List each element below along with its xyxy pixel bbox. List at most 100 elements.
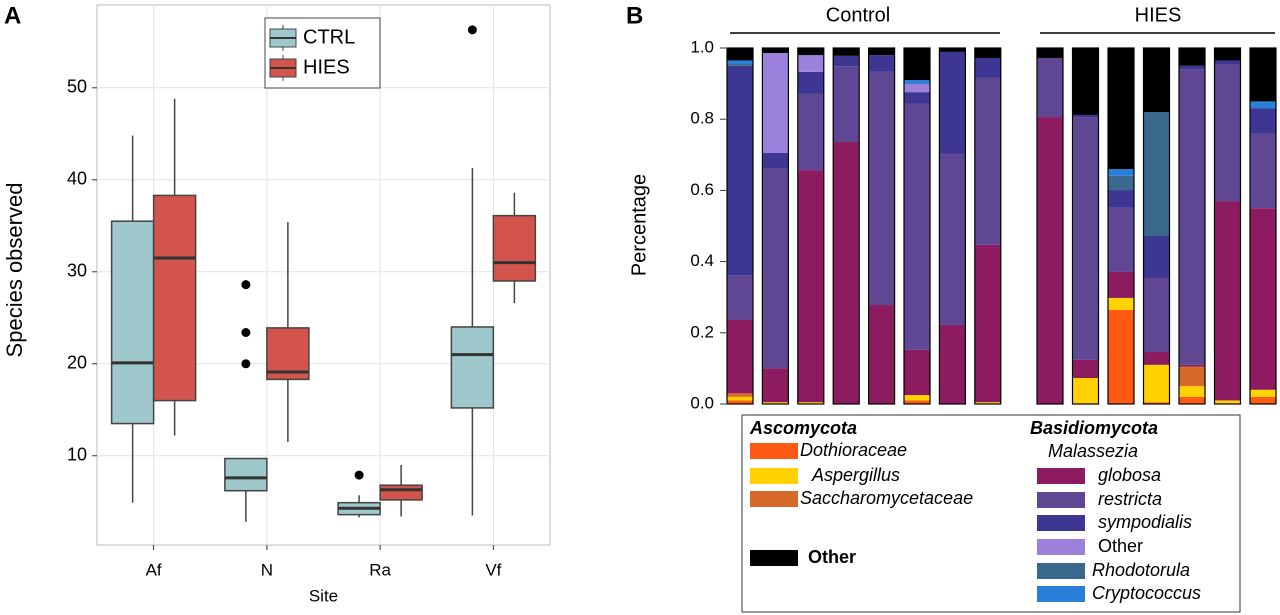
- bar-segment: [762, 402, 789, 404]
- bar-segment: [1108, 310, 1134, 404]
- bar-segment: [1108, 297, 1134, 311]
- bar-segment: [762, 368, 789, 403]
- bar-segment: [1072, 359, 1099, 379]
- bar-segment: [1214, 64, 1241, 202]
- legend-swatch: [750, 468, 798, 484]
- legend-heading: Ascomycota: [749, 418, 857, 438]
- bar-segment: [1214, 201, 1241, 401]
- bar-segment: [797, 48, 824, 56]
- legend-label: restricta: [1098, 489, 1162, 509]
- bar-segment: [1179, 366, 1205, 387]
- bar-segment: [868, 55, 895, 72]
- bar-segment: [833, 66, 860, 142]
- bar-segment: [904, 48, 930, 81]
- legend-label: Dothioraceae: [800, 440, 907, 460]
- bar-segment: [833, 55, 860, 67]
- bar-outline: [797, 47, 825, 405]
- bar-segment: [1179, 65, 1205, 70]
- bar-segment: [1143, 48, 1170, 113]
- bar-segment: [762, 52, 789, 154]
- y-axis-label: Percentage: [628, 174, 650, 276]
- bar-segment: [904, 400, 930, 404]
- bar-segment: [974, 244, 1001, 403]
- bar-segment: [1143, 112, 1170, 236]
- group-label: Control: [826, 4, 890, 26]
- box: [379, 484, 423, 501]
- bar-segment: [1108, 207, 1134, 272]
- legend-label: Cryptococcus: [1092, 583, 1201, 603]
- x-tick-label: N: [261, 560, 273, 579]
- bar-segment: [1179, 386, 1205, 397]
- bar-segment: [797, 170, 824, 403]
- legend-label: Other: [1098, 536, 1143, 556]
- bar-segment: [904, 92, 930, 104]
- box: [492, 214, 537, 282]
- bar-segment: [904, 103, 930, 350]
- bar-segment: [1143, 364, 1170, 403]
- bar-segment: [727, 65, 753, 276]
- legend-swatch: [1037, 515, 1085, 531]
- box: [152, 194, 197, 402]
- bar-segment: [797, 402, 824, 404]
- bar-segment: [727, 393, 753, 397]
- bar-segment: [1250, 108, 1276, 134]
- legend-label: Aspergillus: [811, 465, 900, 485]
- y-tick-label: 20: [67, 353, 87, 373]
- bar-segment: [939, 48, 966, 52]
- bar-segment: [1143, 402, 1170, 404]
- bar-segment: [727, 60, 753, 65]
- bar-segment: [1037, 48, 1063, 58]
- bar-outline: [938, 47, 967, 405]
- bar-segment: [1250, 48, 1276, 102]
- bar-segment: [1037, 57, 1063, 118]
- outlier: [241, 359, 251, 369]
- bar-segment: [1179, 69, 1205, 365]
- bar-segment: [974, 48, 1001, 58]
- bar-segment: [797, 71, 824, 94]
- bar-segment: [1214, 60, 1241, 65]
- panel-label: B: [626, 2, 643, 29]
- bar-segment: [727, 400, 753, 404]
- bar-segment: [1108, 48, 1134, 170]
- outlier: [241, 280, 251, 290]
- bar-segment: [868, 305, 895, 404]
- group-label: HIES: [1135, 4, 1182, 26]
- legend-heading: Basidiomycota: [1030, 418, 1158, 438]
- bar-segment: [904, 395, 930, 401]
- bar-segment: [797, 93, 824, 171]
- legend-swatch: [1037, 586, 1085, 602]
- bar-outline: [1178, 47, 1206, 405]
- outlier: [241, 327, 251, 337]
- box: [224, 457, 268, 492]
- x-tick-label: Vf: [485, 560, 501, 579]
- bar-segment: [868, 71, 895, 306]
- bar-segment: [797, 55, 824, 72]
- y-tick-label: 0.6: [690, 180, 714, 199]
- bar-outline: [832, 47, 860, 405]
- bar-segment: [868, 48, 895, 56]
- bar-segment: [727, 48, 753, 61]
- legend-label: Saccharomycetaceae: [800, 488, 973, 508]
- bar-outline: [1071, 47, 1100, 405]
- legend-label: Other: [808, 547, 856, 567]
- bar-segment: [762, 153, 789, 168]
- bar-outline: [867, 47, 896, 405]
- x-tick-label: Af: [146, 560, 162, 579]
- legend-swatch: [1037, 468, 1085, 484]
- y-tick-label: 0.4: [690, 251, 714, 270]
- bar-outline: [1142, 47, 1171, 405]
- legend-swatch: [1037, 539, 1085, 555]
- bar-segment: [1108, 190, 1134, 208]
- legend-heading: Malassezia: [1048, 441, 1138, 461]
- bar-segment: [727, 396, 753, 401]
- bar-segment: [904, 83, 930, 93]
- bar-segment: [1108, 175, 1134, 191]
- y-tick-label: 10: [67, 445, 87, 465]
- panel-label: A: [4, 2, 21, 29]
- x-axis-label: Site: [309, 586, 338, 605]
- bar-outline: [1213, 47, 1242, 405]
- legend-swatch: [750, 550, 798, 566]
- bar-segment: [1143, 277, 1170, 353]
- x-tick-label: Ra: [369, 560, 391, 579]
- bar-segment: [833, 48, 860, 56]
